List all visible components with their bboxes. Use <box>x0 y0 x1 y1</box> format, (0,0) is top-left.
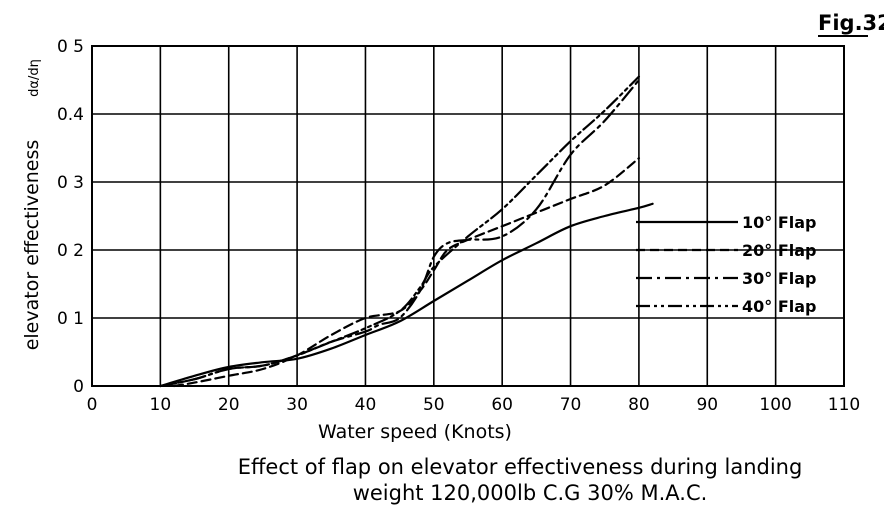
x-tick-label: 50 <box>423 395 445 415</box>
series-line-1 <box>159 202 654 388</box>
figure-label: Fig.32. <box>818 11 884 35</box>
y-tick-label: 0 <box>73 377 84 397</box>
x-tick-label: 40 <box>355 395 377 415</box>
x-tick-label: 100 <box>759 395 791 415</box>
y-axis-symbol: dα/dη <box>27 59 42 97</box>
x-tick-label: 70 <box>560 395 582 415</box>
tick-labels: 0 10 20 30 40 50 60 70 80 90 100 110 0 0 1 0 2 0 3 0.4 0 … <box>57 37 860 415</box>
series-line-3 <box>159 78 640 388</box>
x-tick-label: 30 <box>286 395 308 415</box>
caption-line-1: Effect of flap on elevator effectiveness… <box>238 455 803 479</box>
y-tick-label: 0 1 <box>57 309 84 329</box>
grid <box>91 45 845 387</box>
legend: 10° Flap 20° Flap 30° Flap 40° Flap <box>636 213 817 316</box>
x-tick-label: 90 <box>696 395 718 415</box>
x-axis-label: Water speed (Knots) <box>318 421 512 443</box>
plot-frame <box>91 45 845 387</box>
caption-line-2: weight 120,000lb C.G 30% M.A.C. <box>353 481 708 505</box>
legend-label: 30° Flap <box>742 269 817 288</box>
y-tick-label: 0 2 <box>57 241 84 261</box>
x-tick-label: 10 <box>150 395 172 415</box>
legend-label: 20° Flap <box>742 241 817 260</box>
x-tick-label: 0 <box>87 395 98 415</box>
y-tick-label: 0.4 <box>57 105 84 125</box>
y-axis-label: elevator effectiveness <box>21 140 43 351</box>
series-line-2 <box>172 157 640 388</box>
legend-label: 40° Flap <box>742 297 817 316</box>
y-tick-label: 0 5 <box>57 37 84 57</box>
series-layer <box>159 75 654 388</box>
y-tick-label: 0 3 <box>57 173 84 193</box>
legend-label: 10° Flap <box>742 213 817 232</box>
series-line-4 <box>159 75 640 388</box>
x-tick-label: 60 <box>491 395 513 415</box>
x-tick-label: 20 <box>218 395 240 415</box>
x-tick-label: 110 <box>828 395 860 415</box>
x-tick-label: 80 <box>628 395 650 415</box>
